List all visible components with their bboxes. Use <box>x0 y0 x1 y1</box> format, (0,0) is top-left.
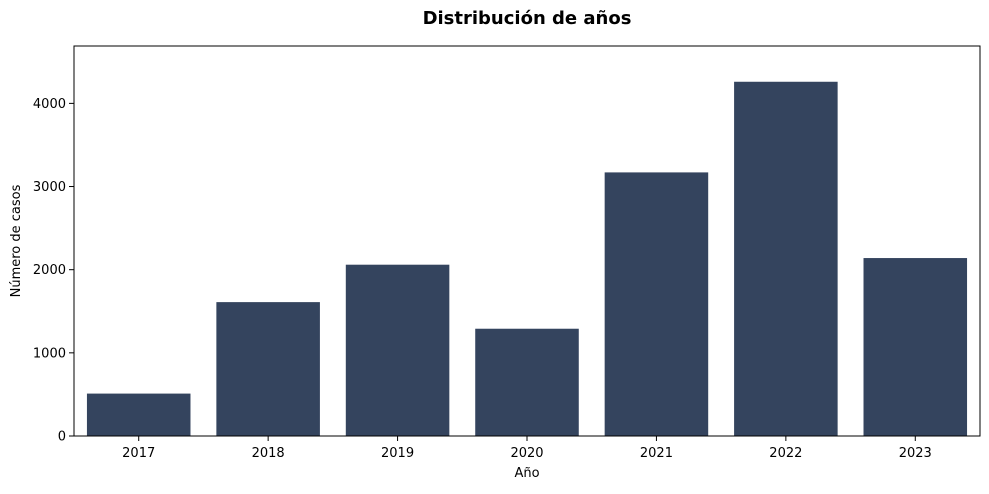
bar-2023 <box>863 258 968 436</box>
y-axis-label: Número de casos <box>9 184 24 297</box>
x-tick-label: 2023 <box>899 446 932 461</box>
y-tick-label: 0 <box>58 430 66 445</box>
x-tick-label: 2018 <box>252 446 285 461</box>
x-ticks-group: 2017 2018 2019 2020 2021 2022 2023 <box>122 436 932 461</box>
y-tick-label: 1000 <box>33 346 66 361</box>
y-ticks-group: 0 1000 2000 3000 4000 <box>33 97 74 445</box>
bar-2018 <box>216 302 320 436</box>
bar-2020 <box>475 328 579 436</box>
x-tick-label: 2020 <box>510 446 543 461</box>
y-tick-label: 3000 <box>33 180 66 195</box>
x-axis-label: Año <box>514 466 539 481</box>
y-tick-label: 2000 <box>33 263 66 278</box>
bar-2021 <box>604 172 709 436</box>
x-tick-label: 2019 <box>381 446 414 461</box>
chart-title: Distribución de años <box>423 8 632 29</box>
bar-2022 <box>734 81 838 436</box>
x-tick-label: 2022 <box>769 446 802 461</box>
x-tick-label: 2021 <box>640 446 673 461</box>
x-tick-label: 2017 <box>122 446 155 461</box>
bars-group <box>86 81 968 436</box>
y-tick-label: 4000 <box>33 97 66 112</box>
bar-2017 <box>86 393 191 436</box>
plot-frame <box>73 45 981 437</box>
bar-2019 <box>345 264 450 436</box>
